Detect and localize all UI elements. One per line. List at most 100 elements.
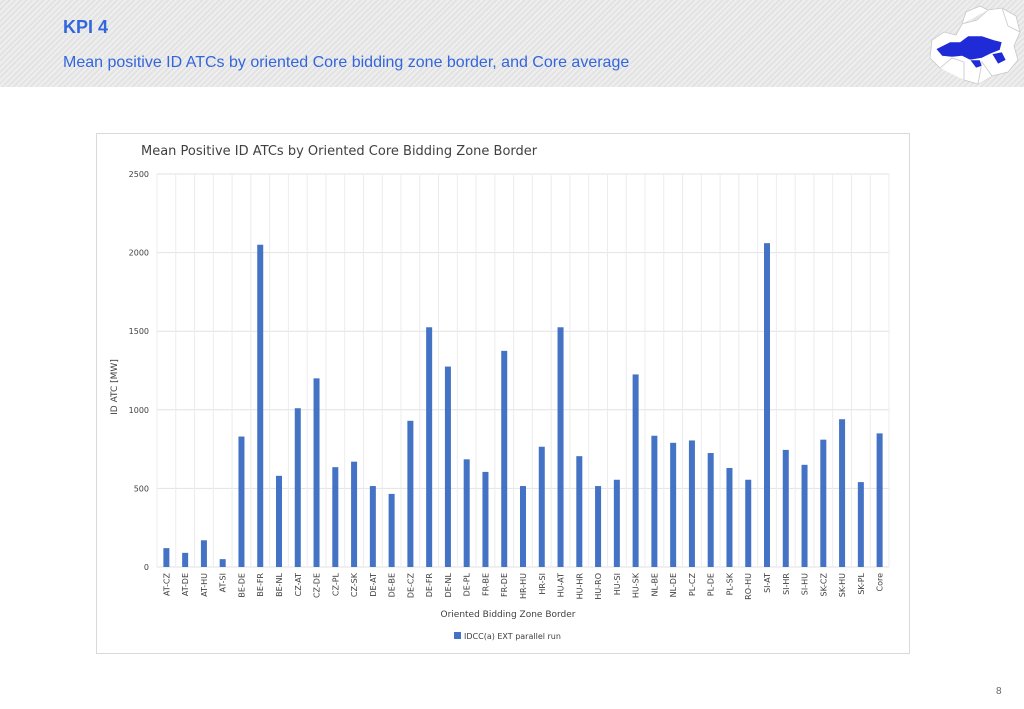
bar-fr-be	[482, 471, 489, 567]
x-tick-label: BE-NL	[275, 572, 284, 596]
y-tick-label: 1000	[129, 406, 149, 415]
bar-hr-hu	[519, 486, 527, 567]
bar-at-si	[219, 559, 226, 567]
x-tick-label: AT-HU	[200, 573, 209, 597]
x-tick-label: SK-PL	[857, 572, 866, 594]
x-tick-label: AT-SI	[219, 573, 228, 592]
y-tick-label: 500	[134, 484, 149, 493]
bar-nl-de	[670, 442, 677, 567]
bar-at-de	[182, 552, 189, 567]
x-axis-title: Oriented Bidding Zone Border	[441, 610, 576, 620]
x-tick-label: HU-AT	[557, 573, 566, 597]
bar-cz-de	[313, 378, 320, 567]
bar-cz-pl	[332, 467, 339, 567]
bars	[163, 243, 883, 567]
bar-hr-si	[538, 446, 545, 567]
bar-si-hu	[801, 464, 808, 567]
bar-de-nl	[444, 366, 451, 567]
y-axis-ticks: 0 500 1000 1500 2000 2500	[129, 170, 149, 572]
y-axis-title: ID ATC [MW]	[110, 359, 120, 415]
y-tick-label: 2000	[129, 249, 149, 258]
x-tick-label: PL-CZ	[688, 572, 697, 596]
x-tick-label: DE-NL	[444, 572, 453, 597]
x-tick-label: HU-HR	[575, 573, 584, 600]
x-tick-label: SK-CZ	[819, 572, 828, 596]
page-number: 8	[996, 686, 1002, 697]
x-tick-label: CZ-PL	[331, 572, 340, 596]
bar-be-nl	[275, 475, 283, 567]
x-tick-label: SK-HU	[838, 573, 847, 597]
bar-hu-at	[557, 327, 564, 567]
bar-hu-sk	[632, 374, 639, 567]
chart-title: Mean Positive ID ATCs by Oriented Core B…	[141, 144, 538, 159]
x-tick-label: DE-FR	[425, 573, 434, 598]
bar-si-hr	[782, 449, 789, 567]
bar-si-at	[763, 243, 771, 567]
x-tick-label: HU-SK	[632, 572, 641, 598]
x-tick-label: DE-PL	[463, 572, 472, 596]
bar-pl-sk	[726, 467, 733, 567]
bar-sk-cz	[820, 439, 827, 567]
bar-ro-hu	[745, 479, 752, 567]
bar-de-pl	[463, 459, 470, 567]
bar-de-cz	[407, 420, 414, 567]
y-tick-label: 2500	[129, 170, 149, 179]
x-tick-label: SI-HR	[782, 573, 791, 595]
x-tick-label: DE-CZ	[406, 572, 415, 598]
bar-sk-pl	[857, 482, 864, 567]
x-tick-label: BE-DE	[237, 573, 246, 598]
gridlines	[156, 173, 890, 568]
x-tick-label: NL-DE	[669, 573, 678, 597]
x-tick-label: Core	[876, 573, 885, 592]
x-tick-label: RO-HU	[744, 573, 753, 600]
x-tick-label: PL-DE	[707, 573, 716, 596]
legend-label: IDCC(a) EXT parallel run	[464, 632, 561, 641]
x-tick-label: AT-CZ	[162, 572, 171, 595]
chart-frame: Mean Positive ID ATCs by Oriented Core B…	[96, 133, 910, 654]
bar-at-cz	[163, 548, 170, 567]
x-tick-label: DE-AT	[369, 573, 378, 597]
x-tick-label: SI-AT	[763, 573, 772, 593]
bar-hu-hr	[576, 456, 583, 567]
x-tick-label: BE-FR	[256, 573, 265, 597]
x-tick-label: PL-SK	[725, 572, 734, 595]
legend-swatch	[454, 632, 461, 639]
bar-cz-at	[294, 408, 301, 567]
slide-subtitle: Mean positive ID ATCs by oriented Core b…	[63, 54, 630, 71]
slide-title: KPI 4	[63, 17, 109, 37]
bar-pl-de	[707, 453, 714, 567]
x-tick-label: CZ-SK	[350, 572, 359, 597]
x-tick-label: AT-DE	[181, 573, 190, 596]
bar-at-hu	[200, 540, 207, 567]
bar-chart: Mean Positive ID ATCs by Oriented Core B…	[110, 144, 890, 641]
bar-de-be	[388, 493, 395, 567]
bar-core	[876, 433, 883, 567]
x-tick-label: CZ-AT	[294, 573, 303, 596]
x-tick-label: DE-BE	[388, 573, 397, 597]
x-tick-label: HU-SI	[613, 573, 622, 595]
x-tick-label: HU-RO	[594, 573, 603, 600]
europe-map-icon	[929, 5, 1021, 85]
y-tick-label: 0	[144, 563, 149, 572]
bar-be-de	[238, 436, 245, 567]
x-tick-label: HR-SI	[538, 573, 547, 595]
x-tick-label: FR-BE	[481, 573, 490, 596]
bar-fr-de	[501, 350, 508, 567]
bar-nl-be	[651, 435, 658, 567]
bar-be-fr	[257, 244, 264, 567]
bar-sk-hu	[839, 419, 846, 567]
x-tick-label: HR-HU	[519, 573, 528, 599]
bar-pl-cz	[688, 440, 695, 567]
bar-de-fr	[426, 327, 433, 567]
x-axis-ticks: AT-CZ AT-DE AT-HU AT-SI BE-DE BE-FR BE-NL CZ-AT…	[162, 572, 884, 600]
y-tick-label: 1500	[129, 327, 149, 336]
bar-de-at	[369, 486, 376, 567]
x-tick-label: CZ-DE	[313, 573, 322, 598]
header-band	[0, 0, 1024, 87]
bar-cz-sk	[351, 461, 358, 567]
x-tick-label: NL-BE	[650, 573, 659, 596]
bar-hu-ro	[595, 486, 602, 567]
x-tick-label: SI-HU	[801, 573, 810, 595]
bar-hu-si	[613, 479, 620, 567]
x-tick-label: FR-DE	[500, 573, 509, 597]
